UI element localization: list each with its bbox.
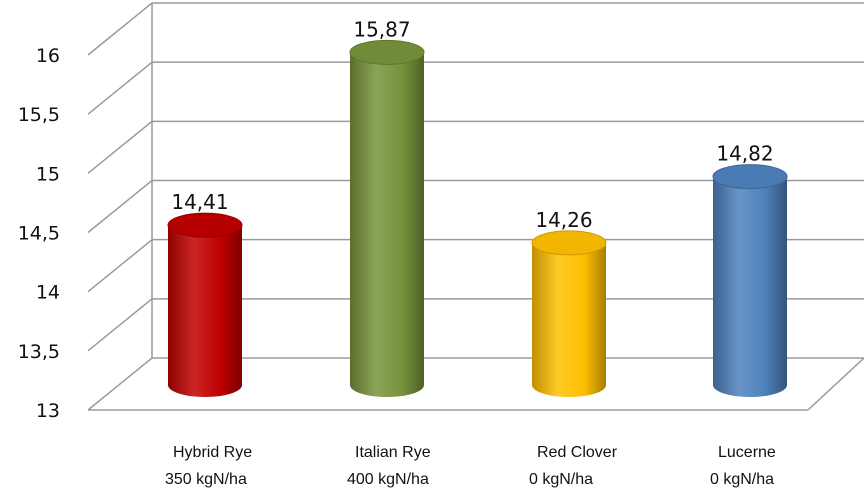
floor-side-edge — [807, 357, 864, 411]
bar-top — [349, 39, 425, 65]
bar — [531, 230, 607, 397]
x-tick-sublabel: 0 kgN/ha — [710, 471, 774, 488]
x-tick-sublabel: 350 kgN/ha — [165, 471, 247, 488]
x-tick-label: Red Clover — [537, 444, 618, 461]
x-tick-label: Hybrid Rye — [173, 444, 252, 461]
bar-body — [532, 242, 606, 397]
bar-body — [350, 52, 424, 398]
bar-body — [713, 176, 787, 397]
gridline-diagonal — [87, 61, 153, 115]
bar — [167, 212, 243, 397]
y-tick-label: 13 — [36, 400, 60, 422]
y-tick-label: 14 — [36, 282, 60, 304]
data-label: 14,26 — [535, 208, 592, 232]
data-labels: 14,41 15,87 14,26 14,82 — [171, 17, 773, 232]
x-tick-label: Lucerne — [718, 444, 776, 461]
gridline-diagonal — [87, 2, 153, 56]
y-tick-label: 15,5 — [18, 104, 60, 126]
bar — [349, 39, 425, 398]
gridline-diagonal — [87, 120, 153, 174]
bar — [712, 164, 788, 397]
x-axis-labels: Hybrid Rye 350 kgN/ha Italian Rye 400 kgN/h… — [165, 444, 776, 488]
x-tick-label: Italian Rye — [355, 444, 431, 461]
y-tick-label: 16 — [36, 45, 60, 67]
bar-top — [167, 212, 243, 238]
x-tick-sublabel: 0 kgN/ha — [529, 471, 593, 488]
x-tick-sublabel: 400 kgN/ha — [347, 471, 429, 488]
gridline-diagonal — [87, 298, 153, 352]
gridline-diagonal — [87, 357, 153, 411]
bar-top — [712, 164, 788, 190]
y-tick-label: 13,5 — [18, 341, 60, 363]
data-label: 14,41 — [171, 190, 228, 214]
bar-top — [531, 230, 607, 256]
gridline-diagonal — [87, 179, 153, 234]
y-tick-label: 15 — [36, 163, 60, 185]
bar-body — [168, 225, 242, 397]
y-tick-label: 14,5 — [18, 223, 60, 245]
gridlines — [87, 2, 864, 411]
bars — [167, 39, 788, 398]
data-label: 15,87 — [353, 17, 410, 41]
data-label: 14,82 — [716, 142, 773, 166]
y-axis-ticks: 13 13,5 14 14,5 15 15,5 16 — [18, 45, 60, 422]
gridline-diagonal — [87, 239, 153, 293]
